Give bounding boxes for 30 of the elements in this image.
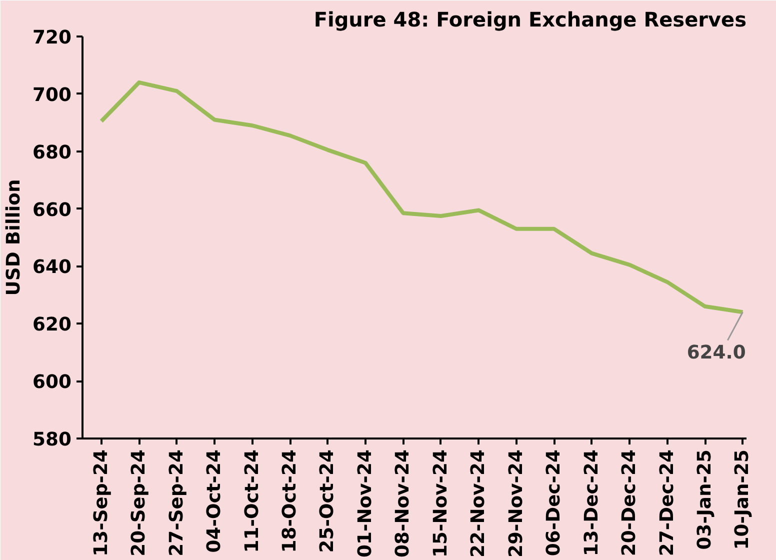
y-tick-label: 680 — [32, 142, 72, 164]
x-tick-label: 11-Oct-24 — [242, 449, 263, 553]
x-tick-label: 27-Sep-24 — [166, 449, 188, 556]
x-tick-label: 22-Nov-24 — [468, 449, 490, 558]
x-tick-label: 13-Dec-24 — [581, 449, 602, 556]
x-tick-label: 27-Dec-24 — [656, 449, 678, 556]
x-tick-label: 25-Oct-24 — [317, 449, 338, 553]
y-tick-label: 660 — [32, 200, 72, 221]
x-tick-label: 29-Nov-24 — [506, 449, 527, 558]
x-tick-label: 01-Nov-24 — [354, 449, 376, 558]
x-tick-label: 15-Nov-24 — [430, 449, 452, 558]
x-tick-label: 20-Dec-24 — [619, 449, 640, 556]
x-tick-label: 20-Sep-24 — [128, 449, 150, 556]
y-tick-label: 620 — [32, 314, 72, 336]
x-tick-label: 13-Sep-24 — [90, 449, 112, 556]
chart-title: Figure 48: Foreign Exchange Reserves — [314, 8, 746, 32]
x-tick-label: 18-Oct-24 — [280, 449, 300, 553]
x-tick-label: 08-Nov-24 — [392, 449, 414, 558]
y-tick-label: 580 — [32, 430, 72, 450]
x-tick-label: 06-Dec-24 — [544, 449, 565, 556]
y-tick-label: 600 — [32, 372, 72, 394]
y-tick-label: 720 — [32, 28, 72, 48]
y-tick-label: 640 — [32, 257, 72, 278]
x-tick-label: 03-Jan-25 — [694, 449, 716, 550]
y-tick-label: 700 — [32, 84, 72, 106]
line-series — [99, 80, 745, 314]
y-axis-title: USD Billion — [4, 179, 25, 296]
x-tick-label: 10-Jan-25 — [732, 449, 754, 550]
x-tick-label: 04-Oct-24 — [204, 449, 226, 553]
annotation: 624.0 — [686, 342, 746, 364]
